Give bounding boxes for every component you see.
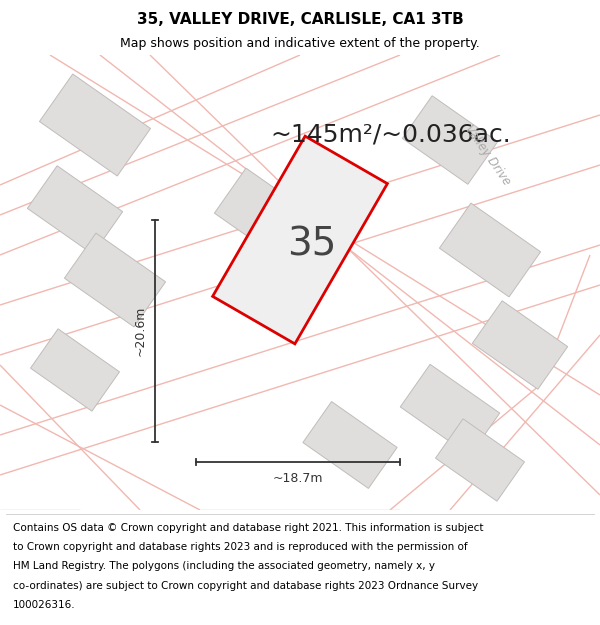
Polygon shape (214, 168, 316, 262)
Polygon shape (436, 419, 524, 501)
Polygon shape (31, 329, 119, 411)
Text: ~18.7m: ~18.7m (273, 472, 323, 485)
Polygon shape (403, 96, 497, 184)
Text: 35: 35 (287, 226, 337, 264)
Text: HM Land Registry. The polygons (including the associated geometry, namely x, y: HM Land Registry. The polygons (includin… (13, 561, 435, 571)
Text: co-ordinates) are subject to Crown copyright and database rights 2023 Ordnance S: co-ordinates) are subject to Crown copyr… (13, 581, 478, 591)
Polygon shape (212, 136, 388, 344)
Polygon shape (400, 364, 500, 456)
Polygon shape (472, 301, 568, 389)
Polygon shape (439, 203, 541, 297)
Text: ~145m²/~0.036ac.: ~145m²/~0.036ac. (270, 123, 511, 147)
Polygon shape (40, 74, 151, 176)
Text: Map shows position and indicative extent of the property.: Map shows position and indicative extent… (120, 38, 480, 51)
Text: ~20.6m: ~20.6m (134, 306, 147, 356)
Polygon shape (64, 233, 166, 327)
Text: 100026316.: 100026316. (13, 600, 76, 610)
Polygon shape (28, 166, 122, 254)
Text: Contains OS data © Crown copyright and database right 2021. This information is : Contains OS data © Crown copyright and d… (13, 522, 484, 532)
Text: to Crown copyright and database rights 2023 and is reproduced with the permissio: to Crown copyright and database rights 2… (13, 542, 468, 552)
Text: 35, VALLEY DRIVE, CARLISLE, CA1 3TB: 35, VALLEY DRIVE, CARLISLE, CA1 3TB (137, 12, 463, 27)
Polygon shape (303, 402, 397, 488)
Text: Valley Drive: Valley Drive (463, 122, 514, 188)
